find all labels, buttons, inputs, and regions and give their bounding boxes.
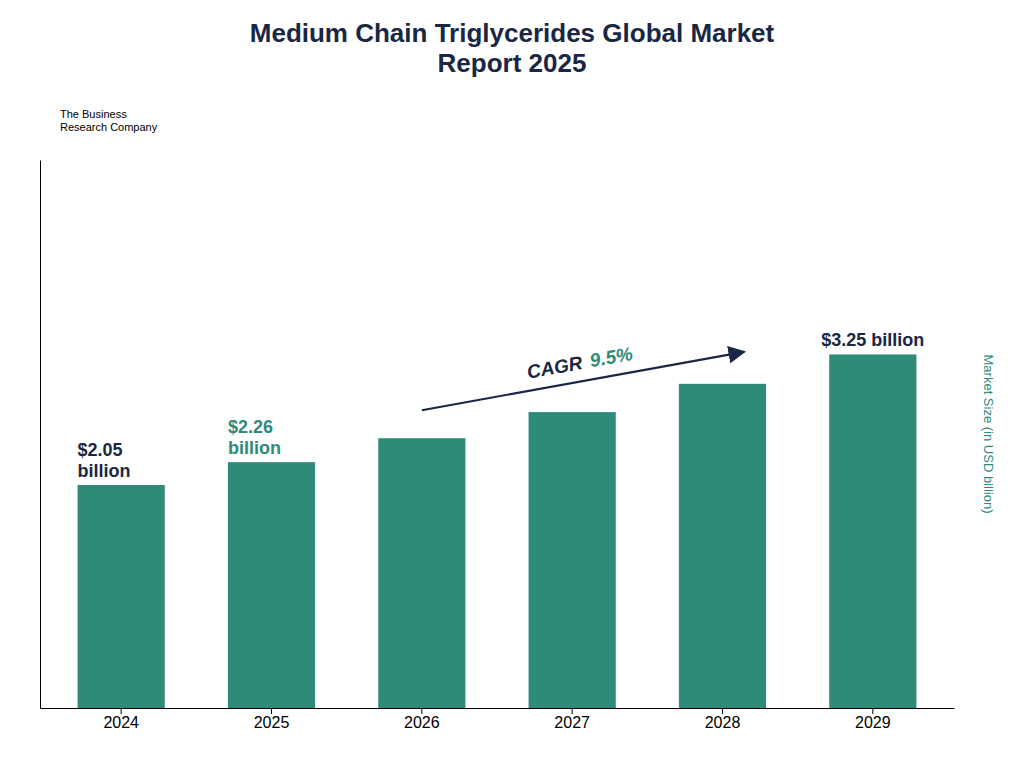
text-line: The Business — [60, 108, 127, 120]
text-line: Report 2025 — [438, 48, 587, 78]
text-line: $2.26 — [228, 417, 273, 437]
x-tick: 2024 — [103, 708, 139, 731]
bar — [378, 438, 465, 708]
cagr-value: 9.5% — [588, 343, 634, 371]
x-tick-mark — [572, 708, 573, 714]
text-line: billion — [228, 438, 281, 458]
data-labels: $2.05billion$2.26billion$3.25 billion — [78, 330, 925, 481]
bar — [829, 354, 916, 708]
title: Medium Chain Triglycerides Global Market… — [250, 18, 775, 78]
y-axis-label: Market Size (in USD billion) — [981, 355, 996, 514]
x-tick: 2029 — [855, 708, 891, 731]
x-tick: 2026 — [404, 708, 440, 731]
bar — [228, 462, 315, 708]
data-label: $2.26billion — [228, 417, 281, 458]
data-label: $2.05billion — [78, 440, 131, 481]
x-tick-mark — [421, 708, 422, 714]
cagr-arrow — [422, 352, 744, 410]
x-tick-label: 2026 — [404, 714, 440, 731]
text-line: billion — [78, 461, 131, 481]
y-axis — [40, 161, 41, 709]
cagr-annotation: CAGR9.5% — [525, 343, 634, 383]
y-axis-line — [40, 161, 41, 709]
text-line: $3.25 billion — [821, 330, 924, 350]
text-line: $2.05 — [78, 440, 123, 460]
plot-area: 202420252026202720282029$2.05billion$2.2… — [41, 161, 955, 732]
text-line: Medium Chain Triglycerides Global Market — [250, 18, 775, 48]
x-tick-label: 2029 — [855, 714, 891, 731]
x-tick-mark — [271, 708, 272, 714]
chart-svg: Medium Chain Triglycerides Global Market… — [0, 0, 1024, 768]
x-tick-label: 2024 — [103, 714, 139, 731]
data-label: $3.25 billion — [821, 330, 924, 350]
x-tick: 2028 — [705, 708, 741, 731]
x-tick-label: 2028 — [705, 714, 741, 731]
x-axis: 2024 2025 2026 2027 2028 2029 — [41, 708, 955, 731]
x-tick-label: 2027 — [554, 714, 590, 731]
x-tick-mark — [722, 708, 723, 714]
x-tick: 2025 — [254, 708, 290, 731]
logo-text: The BusinessResearch Company — [60, 108, 158, 133]
x-tick-label: 2025 — [254, 714, 290, 731]
x-tick-mark — [121, 708, 122, 714]
cagr-label: CAGR — [525, 352, 584, 383]
bar — [679, 384, 766, 708]
x-axis-line — [41, 708, 955, 709]
x-tick-mark — [872, 708, 873, 714]
bars — [78, 354, 917, 708]
text-line: Research Company — [60, 121, 158, 133]
bar — [78, 485, 165, 708]
x-tick: 2027 — [554, 708, 590, 731]
bar — [529, 412, 616, 708]
